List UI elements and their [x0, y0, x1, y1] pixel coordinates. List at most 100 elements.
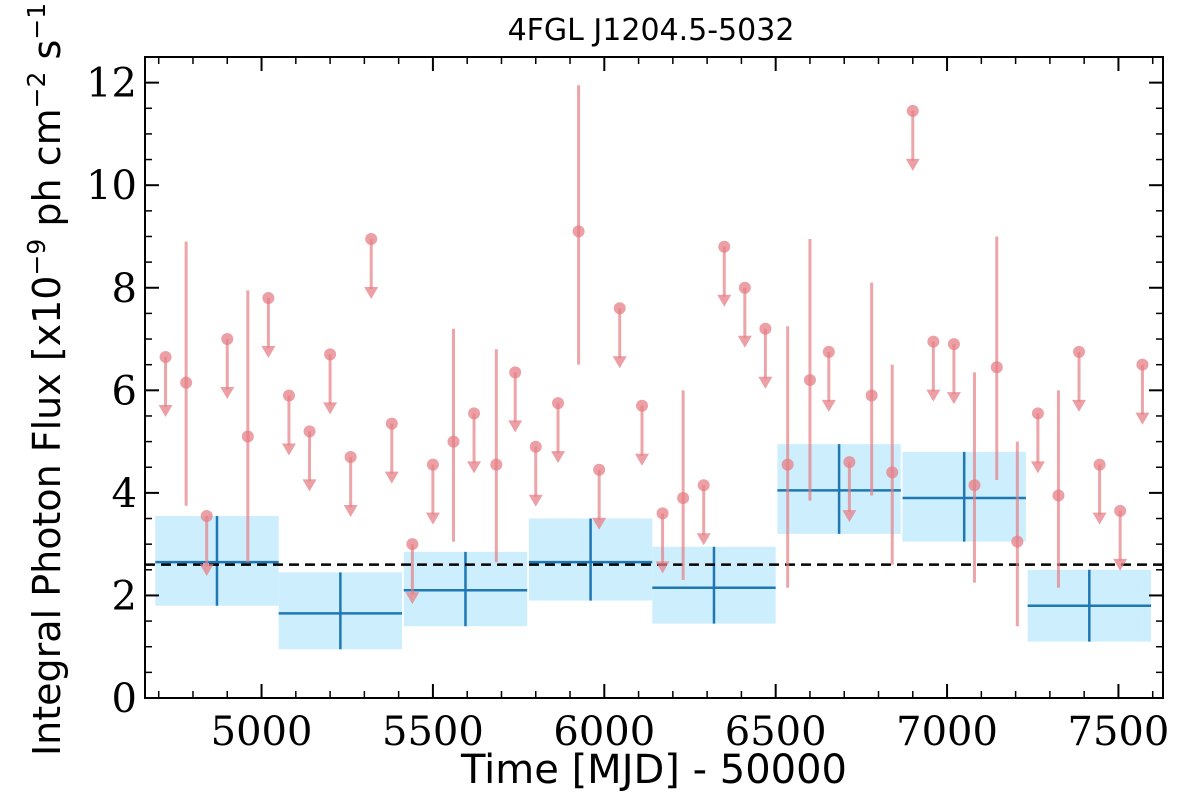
y-axis-label: Integral Photon Flux [x10−9 ph cm−2 s−1] [22, 0, 69, 756]
upper-limit-point [1031, 407, 1044, 420]
upper-limit-point [718, 240, 731, 253]
x-tick-label: 6500 [725, 709, 827, 755]
detection-point [990, 361, 1003, 374]
y-label-mid-2: s [25, 40, 69, 72]
upper-limit-point [282, 389, 295, 402]
upper-limit-point [906, 104, 919, 117]
x-tick-label: 5500 [382, 709, 484, 755]
upper-limit-arrow [821, 399, 836, 412]
x-tick-label: 7500 [1068, 709, 1170, 755]
y-tick-label: 10 [86, 163, 137, 209]
upper-limit-point [1073, 345, 1086, 358]
upper-limit-point [200, 509, 213, 522]
x-tick-label: 7000 [896, 709, 998, 755]
upper-limit-point [385, 417, 398, 430]
y-tick-label: 2 [112, 573, 137, 619]
upper-limits-layer [158, 104, 1150, 605]
upper-limit-arrow [1072, 399, 1087, 412]
detection-point [241, 430, 254, 443]
upper-limit-arrow [635, 453, 650, 466]
detection-point [180, 376, 193, 389]
upper-limit-arrow [612, 356, 627, 369]
upper-limit-arrow [1113, 558, 1128, 571]
upper-limit-point [509, 366, 522, 379]
detection-point [447, 435, 460, 448]
upper-limit-arrow [323, 402, 338, 415]
x-axis-label: Time [MJD] - 50000 [460, 747, 847, 793]
upper-limit-arrow [261, 346, 276, 359]
upper-limit-arrow [302, 479, 317, 492]
upper-limit-point [738, 281, 751, 294]
upper-limit-arrow [717, 294, 732, 307]
chart-title: 4FGL J1204.5-5032 [508, 13, 795, 48]
y-label-exponent-3: −1 [22, 3, 51, 40]
upper-limit-point [759, 322, 772, 335]
y-tick-label: 4 [112, 471, 137, 517]
upper-limit-arrow [696, 533, 711, 546]
detection-point [677, 492, 690, 505]
upper-limit-point [636, 399, 649, 412]
upper-limit-point [406, 538, 419, 551]
upper-limit-arrow [281, 443, 296, 456]
y-tick-label: 6 [112, 368, 137, 414]
y-label-end: ] [25, 0, 69, 3]
upper-limit-arrow [592, 517, 607, 530]
detection-point [865, 389, 878, 402]
y-tick-label: 12 [86, 61, 137, 107]
detection-point [1052, 489, 1065, 502]
upper-limit-arrow [551, 451, 566, 464]
upper-limit-arrow [1135, 412, 1150, 425]
upper-limit-arrow [737, 335, 752, 348]
upper-limit-arrow [508, 420, 523, 433]
y-tick-labels: 0 2 4 6 8 10 12 [86, 61, 137, 722]
upper-limit-arrow [946, 392, 961, 405]
upper-limit-point [324, 348, 337, 361]
upper-limit-arrow [905, 158, 920, 171]
upper-limit-point [303, 425, 316, 438]
upper-limit-arrow [220, 387, 235, 400]
upper-limit-arrow [926, 389, 941, 402]
upper-limit-arrow [364, 287, 379, 300]
y-label-mid: ph cm [25, 108, 69, 238]
upper-limit-arrow [1092, 512, 1107, 525]
upper-limit-point [344, 450, 357, 463]
y-tick-label: 8 [112, 266, 137, 312]
y-label-main: Integral Photon Flux [x10 [25, 276, 69, 757]
detection-point [886, 466, 899, 479]
upper-limit-point [426, 458, 439, 471]
upper-limit-point [221, 333, 234, 346]
upper-limit-point [468, 407, 481, 420]
detection-point [781, 458, 794, 471]
upper-limit-arrow [384, 471, 399, 484]
upper-limit-point [613, 302, 626, 315]
ticks-layer [145, 56, 1163, 699]
upper-limit-arrow [1030, 461, 1045, 474]
upper-limit-point [593, 463, 606, 476]
upper-limit-arrow [758, 376, 773, 389]
y-tick-label: 0 [112, 676, 137, 722]
x-tick-labels: 5000 5500 6000 6500 7000 7500 [211, 709, 1170, 755]
upper-limit-point [552, 397, 565, 410]
upper-limit-arrow [655, 561, 670, 574]
upper-limit-arrow [467, 461, 482, 474]
upper-limit-arrow [842, 510, 857, 523]
upper-limit-arrow [528, 494, 543, 507]
x-tick-label: 6000 [553, 709, 655, 755]
detection-point [490, 458, 503, 471]
detection-point [968, 479, 981, 492]
upper-limit-arrow [425, 512, 440, 525]
long-bins-layer [155, 444, 1152, 650]
upper-limit-point [843, 456, 856, 469]
upper-limit-point [365, 233, 378, 246]
plot-frame [144, 56, 1164, 699]
detection-point [1011, 535, 1024, 548]
upper-limit-arrow [158, 404, 173, 417]
upper-limit-point [262, 292, 275, 305]
upper-limit-arrow [199, 563, 214, 576]
upper-limit-arrow [343, 504, 358, 517]
y-label-exponent-1: −9 [22, 239, 51, 276]
upper-limit-arrow [405, 592, 420, 605]
upper-limit-point [822, 345, 835, 358]
upper-limit-point [697, 479, 710, 492]
